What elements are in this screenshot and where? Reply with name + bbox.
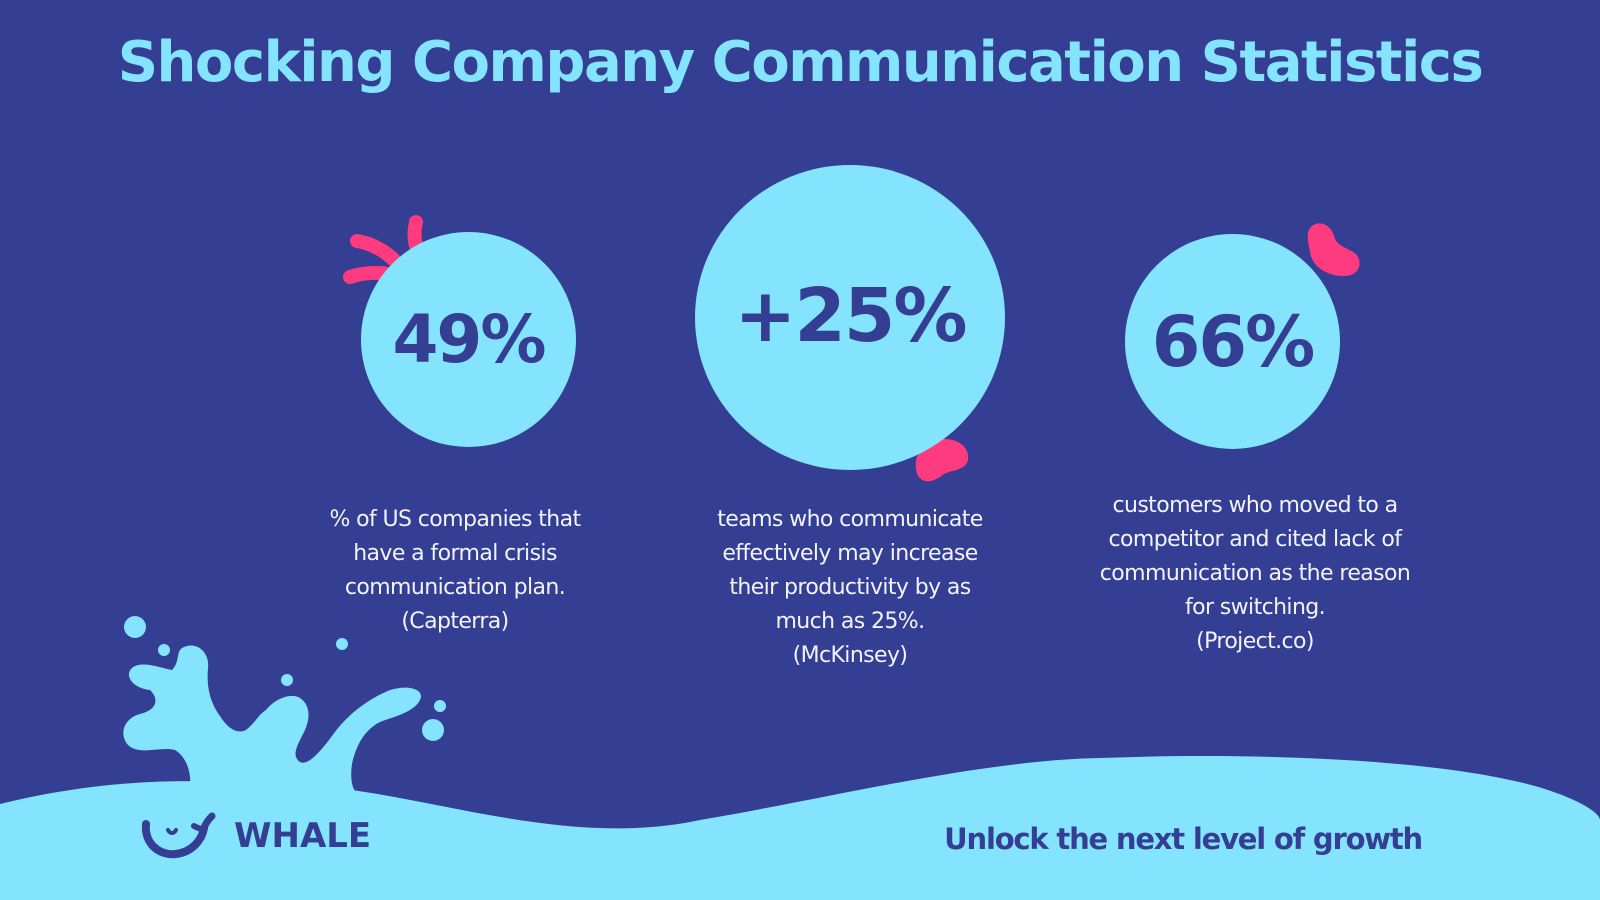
brand-name: WHALE — [234, 816, 372, 856]
pink-accent-blob-right — [1307, 223, 1360, 276]
stat-circle-1: 49% — [361, 232, 576, 447]
desc-line: communication plan. — [344, 575, 566, 600]
whale-smile-icon — [141, 812, 216, 859]
bottom-wave — [0, 756, 1600, 900]
stat-value-3: 66% — [1151, 300, 1316, 383]
stat-description-2: teams who communicate effectively may in… — [680, 503, 1020, 673]
desc-line: their productivity by as — [729, 575, 971, 600]
stat-circle-3: 66% — [1125, 234, 1340, 449]
brand-logo: WHALE — [140, 810, 371, 862]
splash-decoration — [123, 616, 446, 792]
desc-line: % of US companies that — [329, 507, 581, 532]
stat-value-2: +25% — [734, 272, 967, 359]
stat-description-3: customers who moved to a competitor and … — [1060, 489, 1450, 659]
desc-line: communication as the reason — [1099, 561, 1411, 586]
desc-line: have a formal crisis — [353, 541, 557, 566]
desc-line: competitor and cited lack of — [1108, 527, 1402, 552]
desc-line: effectively may increase — [722, 541, 978, 566]
stat-source-3: (Project.co) — [1196, 629, 1314, 654]
stat-source-2: (McKinsey) — [792, 643, 908, 668]
desc-line: teams who communicate — [717, 507, 983, 532]
desc-line: for switching. — [1184, 595, 1326, 620]
stat-circle-2: +25% — [695, 165, 1005, 470]
tagline: Unlock the next level of growth — [944, 822, 1423, 856]
desc-line: customers who moved to a — [1112, 493, 1398, 518]
page-title: Shocking Company Communication Statistic… — [117, 30, 1484, 95]
stat-description-1: % of US companies that have a formal cri… — [295, 503, 615, 639]
desc-line: much as 25%. — [775, 609, 925, 634]
pink-accent-blob-center — [915, 438, 969, 482]
stat-value-1: 49% — [392, 301, 547, 378]
stat-source-1: (Capterra) — [401, 609, 509, 634]
